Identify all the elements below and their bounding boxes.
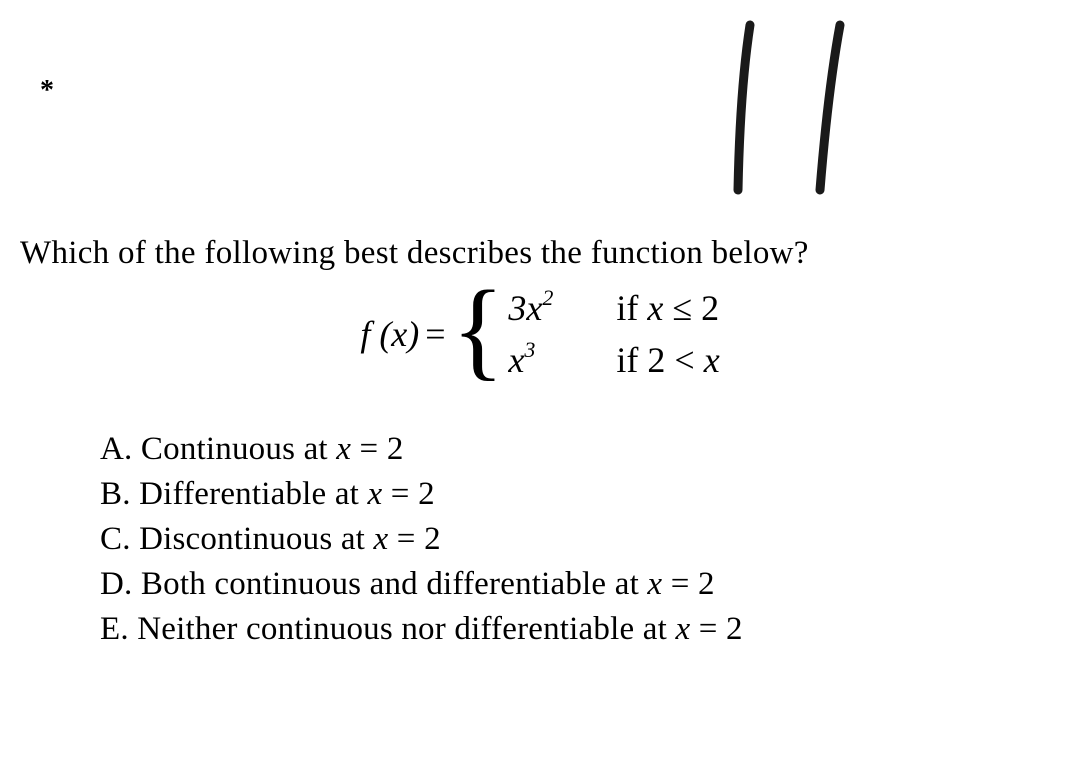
option-e-label: E. Neither continuous nor differentiable… [100,611,675,647]
required-marker: * [40,75,54,107]
function-lhs: f (x) [360,313,419,355]
option-b-label: B. Differentiable at [100,476,368,512]
option-e-var: x [675,611,690,647]
piece2-exp: 3 [524,337,535,362]
question-block: Which of the following best describes th… [20,235,1060,656]
option-a[interactable]: A. Continuous at x = 2 [100,431,1060,468]
piece1-exp: 2 [542,285,553,310]
piece1-var: x [526,288,542,328]
option-c-var: x [374,521,389,557]
option-d[interactable]: D. Both continuous and differentiable at… [100,566,1060,603]
piece1-cond-rel: ≤ 2 [663,288,719,328]
function-pieces: 3x2 if x ≤ 2 x3 if 2 < x [508,287,719,381]
option-b-var: x [368,476,383,512]
piece2-cond-if: if 2 < [616,340,703,380]
option-e-tail: = 2 [690,611,742,647]
curly-brace: { [452,283,505,377]
option-d-label: D. Both continuous and differentiable at [100,566,647,602]
piece-1: 3x2 if x ≤ 2 [508,287,719,329]
option-c[interactable]: C. Discontinuous at x = 2 [100,521,1060,558]
option-d-var: x [647,566,662,602]
piece-2: x3 if 2 < x [508,339,719,381]
option-b-tail: = 2 [382,476,434,512]
piece1-cond-if: if [616,288,647,328]
answer-options: A. Continuous at x = 2 B. Differentiable… [20,431,1060,648]
equals-sign: = [425,313,445,355]
option-a-tail: = 2 [351,431,403,467]
option-e[interactable]: E. Neither continuous nor differentiable… [100,611,1060,648]
tally-marks [720,20,920,200]
option-b[interactable]: B. Differentiable at x = 2 [100,476,1060,513]
piece1-coef: 3 [508,288,526,328]
piece1-cond-var: x [647,288,663,328]
option-a-var: x [336,431,351,467]
question-text: Which of the following best describes th… [20,235,1060,272]
option-d-tail: = 2 [662,566,714,602]
piece2-cond-var: x [704,340,720,380]
piecewise-function: f (x) = { 3x2 if x ≤ 2 x3 if 2 < x [20,287,1060,381]
option-c-label: C. Discontinuous at [100,521,374,557]
option-a-label: A. Continuous at [100,431,336,467]
piece2-var: x [508,340,524,380]
option-c-tail: = 2 [388,521,440,557]
